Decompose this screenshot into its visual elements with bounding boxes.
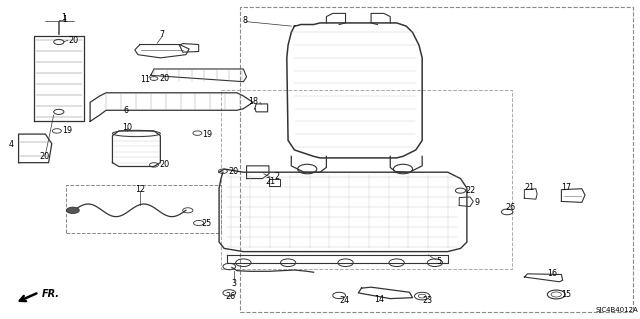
Text: 10: 10 bbox=[122, 123, 132, 132]
Text: 20: 20 bbox=[68, 36, 79, 45]
Text: 20: 20 bbox=[159, 160, 169, 169]
Text: 15: 15 bbox=[561, 290, 572, 299]
Text: 20: 20 bbox=[39, 152, 49, 161]
Text: 9: 9 bbox=[474, 198, 479, 207]
Text: 2: 2 bbox=[274, 173, 279, 182]
Text: 26: 26 bbox=[505, 203, 515, 212]
Text: 18: 18 bbox=[248, 97, 259, 106]
Text: 5: 5 bbox=[436, 257, 442, 266]
Text: 20: 20 bbox=[159, 74, 169, 83]
Text: 23: 23 bbox=[422, 296, 432, 305]
Text: 7: 7 bbox=[159, 31, 164, 40]
Text: 19: 19 bbox=[63, 126, 73, 135]
Text: 20: 20 bbox=[228, 167, 238, 176]
Text: 16: 16 bbox=[547, 269, 557, 278]
Text: 17: 17 bbox=[561, 183, 572, 192]
Circle shape bbox=[67, 207, 79, 213]
Text: 1: 1 bbox=[62, 15, 67, 24]
Text: 11: 11 bbox=[140, 75, 150, 84]
Text: 6: 6 bbox=[124, 106, 129, 115]
Text: 1: 1 bbox=[61, 13, 66, 22]
Text: 25: 25 bbox=[202, 219, 212, 228]
Text: 21: 21 bbox=[524, 183, 534, 192]
Text: 22: 22 bbox=[466, 186, 476, 195]
Text: 4: 4 bbox=[9, 140, 14, 149]
Text: 21: 21 bbox=[266, 177, 276, 186]
Text: 3: 3 bbox=[232, 279, 237, 288]
Text: 8: 8 bbox=[242, 16, 247, 25]
Text: 12: 12 bbox=[135, 184, 145, 194]
Text: SJC4B4012A: SJC4B4012A bbox=[595, 307, 638, 313]
Text: FR.: FR. bbox=[42, 288, 60, 299]
Text: 26: 26 bbox=[225, 292, 236, 301]
Text: 19: 19 bbox=[202, 130, 212, 138]
Text: 14: 14 bbox=[374, 295, 384, 304]
Text: 24: 24 bbox=[339, 296, 349, 305]
